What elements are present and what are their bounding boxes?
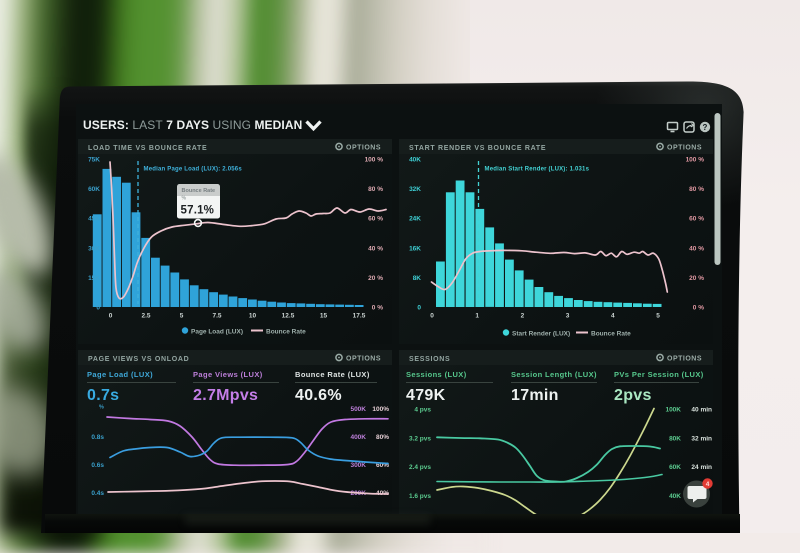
svg-text:57.1%: 57.1%: [181, 205, 215, 217]
svg-text:Sessions (LUX): Sessions (LUX): [406, 370, 467, 379]
svg-text:2: 2: [521, 313, 525, 320]
svg-text:20 %: 20 %: [368, 275, 383, 282]
svg-text:60K: 60K: [88, 186, 100, 193]
svg-text:1.6 pvs: 1.6 pvs: [409, 493, 431, 500]
svg-text:40K: 40K: [669, 493, 681, 500]
svg-text:15K: 15K: [88, 275, 100, 282]
svg-text:Page Views (LUX): Page Views (LUX): [193, 370, 263, 379]
svg-text:PVs Per Session (LUX): PVs Per Session (LUX): [614, 370, 704, 379]
svg-text:5: 5: [180, 313, 184, 320]
svg-text:45K: 45K: [88, 216, 100, 223]
svg-text:0 %: 0 %: [372, 305, 383, 312]
svg-text:OPTIONS: OPTIONS: [346, 145, 381, 152]
svg-text:USERS: LAST 7 DAYS USING MEDIA: USERS: LAST 7 DAYS USING MEDIAN: [83, 118, 302, 132]
svg-text:100 %: 100 %: [686, 157, 705, 164]
svg-text:OPTIONS: OPTIONS: [667, 145, 702, 152]
svg-text:Page Load (LUX): Page Load (LUX): [191, 329, 243, 336]
svg-text:0: 0: [96, 305, 100, 312]
svg-text:60 %: 60 %: [689, 216, 704, 223]
svg-text:32 min: 32 min: [691, 435, 712, 442]
svg-text:OPTIONS: OPTIONS: [667, 356, 702, 363]
svg-text:15: 15: [320, 313, 328, 320]
svg-text:0 %: 0 %: [693, 305, 704, 312]
svg-text:40 %: 40 %: [368, 245, 383, 252]
svg-text:%: %: [182, 196, 187, 202]
svg-text:1: 1: [475, 313, 479, 320]
svg-text:10: 10: [249, 313, 257, 320]
svg-text:12.5: 12.5: [282, 313, 295, 320]
svg-text:0.4s: 0.4s: [91, 490, 104, 497]
svg-text:SESSIONS: SESSIONS: [409, 356, 450, 363]
svg-text:500K: 500K: [350, 406, 366, 413]
svg-text:300K: 300K: [350, 462, 366, 469]
svg-text:START RENDER VS BOUNCE RATE: START RENDER VS BOUNCE RATE: [409, 145, 546, 152]
svg-text:17.5: 17.5: [353, 313, 366, 320]
svg-text:PAGE VIEWS VS ONLOAD: PAGE VIEWS VS ONLOAD: [88, 356, 189, 363]
svg-text:Bounce Rate: Bounce Rate: [266, 329, 306, 336]
svg-text:LOAD TIME VS BOUNCE RATE: LOAD TIME VS BOUNCE RATE: [88, 145, 207, 152]
svg-text:80%: 80%: [376, 434, 389, 441]
svg-text:Bounce Rate: Bounce Rate: [591, 331, 631, 338]
svg-text:%: %: [99, 405, 104, 411]
svg-text:16K: 16K: [409, 245, 421, 252]
svg-text:Session Length (LUX): Session Length (LUX): [511, 370, 597, 379]
svg-text:8K: 8K: [413, 275, 422, 282]
svg-text:30K: 30K: [88, 245, 100, 252]
svg-text:17min: 17min: [511, 387, 559, 404]
svg-text:24K: 24K: [409, 216, 421, 223]
svg-text:5: 5: [656, 313, 660, 320]
svg-text:32K: 32K: [409, 186, 421, 193]
svg-text:Start Render (LUX): Start Render (LUX): [512, 331, 570, 338]
svg-text:4: 4: [706, 481, 710, 488]
svg-text:3.2 pvs: 3.2 pvs: [409, 435, 431, 442]
svg-text:0.7s: 0.7s: [87, 387, 119, 404]
svg-text:80K: 80K: [669, 435, 681, 442]
svg-text:0: 0: [109, 313, 113, 320]
svg-text:Page Load (LUX): Page Load (LUX): [87, 370, 153, 379]
svg-text:40 min: 40 min: [691, 407, 712, 414]
svg-text:0: 0: [430, 313, 434, 320]
svg-text:400K: 400K: [350, 434, 366, 441]
svg-text:60%: 60%: [376, 462, 389, 469]
svg-text:100%: 100%: [372, 406, 389, 413]
svg-text:80 %: 80 %: [368, 186, 383, 193]
svg-text:479K: 479K: [406, 387, 446, 404]
svg-text:Median Page Load (LUX): 2.056s: Median Page Load (LUX): 2.056s: [144, 167, 243, 173]
svg-text:24 min: 24 min: [691, 464, 712, 471]
svg-text:100K: 100K: [665, 407, 681, 414]
svg-text:80 %: 80 %: [689, 186, 704, 193]
svg-text:Bounce Rate (LUX): Bounce Rate (LUX): [295, 370, 370, 379]
svg-text:75K: 75K: [88, 157, 100, 164]
svg-text:60 %: 60 %: [368, 216, 383, 223]
svg-text:0.6s: 0.6s: [91, 462, 104, 469]
svg-text:40K: 40K: [409, 157, 421, 164]
svg-text:OPTIONS: OPTIONS: [346, 356, 381, 363]
svg-text:?: ?: [703, 123, 708, 132]
svg-text:Median Start Render (LUX): 1.0: Median Start Render (LUX): 1.031s: [485, 167, 590, 173]
svg-text:0: 0: [417, 305, 421, 312]
svg-text:7.5: 7.5: [212, 313, 221, 320]
svg-text:Bounce Rate: Bounce Rate: [182, 188, 216, 194]
svg-text:0.8s: 0.8s: [91, 434, 104, 441]
svg-text:20 %: 20 %: [689, 275, 704, 282]
svg-text:2.7Mpvs: 2.7Mpvs: [193, 387, 258, 404]
svg-text:3: 3: [566, 313, 570, 320]
svg-text:2.4 pvs: 2.4 pvs: [409, 464, 431, 471]
svg-text:40.6%: 40.6%: [295, 387, 342, 404]
svg-text:60K: 60K: [669, 464, 681, 471]
svg-text:2pvs: 2pvs: [614, 387, 652, 404]
svg-text:2.5: 2.5: [141, 313, 150, 320]
svg-text:4: 4: [611, 313, 615, 320]
svg-text:40 %: 40 %: [689, 245, 704, 252]
svg-text:100 %: 100 %: [365, 157, 384, 164]
svg-text:4 pvs: 4 pvs: [414, 407, 431, 414]
